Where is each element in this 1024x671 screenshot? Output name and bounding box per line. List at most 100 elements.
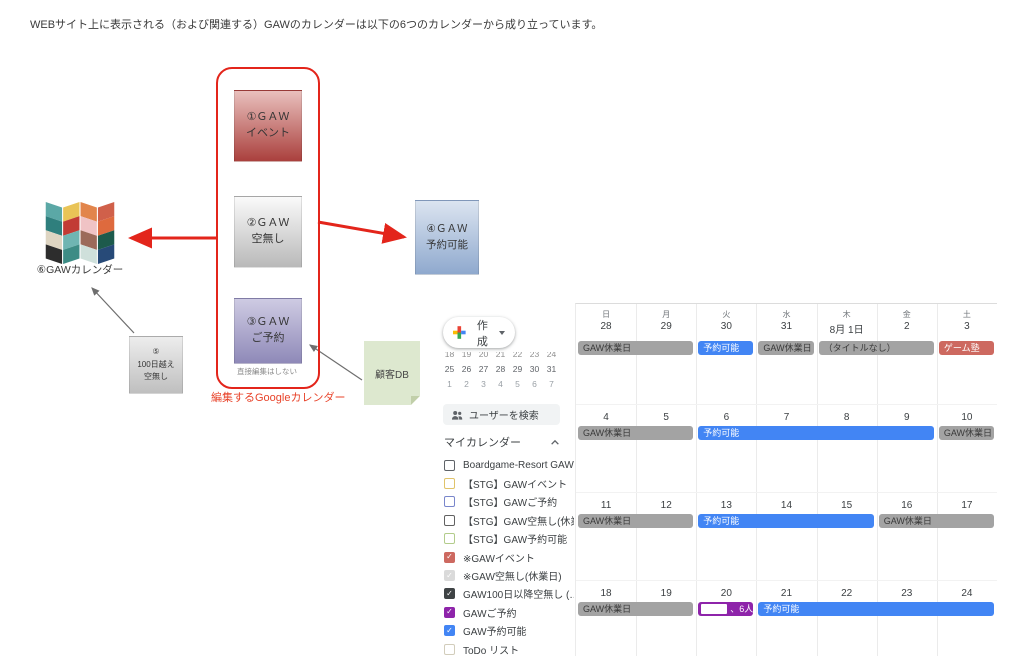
date-number[interactable]: 20: [720, 588, 732, 599]
calendar-list-item[interactable]: ✓ ※GAWイベント: [444, 548, 574, 566]
mini-calendar-day[interactable]: 25: [444, 364, 455, 374]
event-blue[interactable]: 予約可能: [698, 514, 874, 528]
date-number[interactable]: 7: [783, 412, 790, 423]
mini-calendar-day[interactable]: 7: [549, 379, 554, 389]
checkbox-unchecked[interactable]: [444, 643, 455, 655]
mini-calendar-day[interactable]: 24: [546, 352, 557, 359]
check-icon: ✓: [446, 625, 453, 635]
date-number[interactable]: 8: [843, 412, 850, 423]
event-purple[interactable]: 、6人、: [698, 602, 754, 616]
calendar-list-item[interactable]: 【STG】GAW予約可能: [444, 530, 574, 548]
date-number[interactable]: 3: [964, 321, 970, 332]
event-blue[interactable]: 予約可能: [698, 426, 934, 440]
mini-calendar-day[interactable]: 18: [444, 352, 455, 359]
calendar-list-item[interactable]: 【STG】GAWご予約: [444, 493, 574, 511]
checkbox-checked[interactable]: ✓: [444, 570, 455, 582]
mini-calendar-day[interactable]: 23: [529, 352, 540, 359]
mini-calendar-day[interactable]: 6: [532, 379, 537, 389]
calendar-list-item[interactable]: 【STG】GAW空無し(休業…: [444, 511, 574, 529]
date-number[interactable]: 2: [903, 321, 910, 332]
logo-tile: [97, 230, 115, 250]
mini-calendar-day[interactable]: 28: [495, 364, 506, 374]
date-number[interactable]: 30: [720, 321, 732, 332]
logo-tile: [97, 202, 115, 222]
mini-calendar-day[interactable]: 29: [512, 364, 523, 374]
event-red[interactable]: ゲーム塾: [938, 341, 994, 355]
event-gray[interactable]: GAW休業日: [758, 341, 814, 355]
date-number[interactable]: 6: [723, 412, 730, 423]
date-number[interactable]: 29: [660, 321, 672, 332]
event-gray[interactable]: GAW休業日: [578, 602, 694, 616]
date-number[interactable]: 5: [663, 412, 669, 423]
date-number[interactable]: 12: [660, 500, 672, 511]
mini-calendar-day[interactable]: 19: [461, 352, 472, 359]
event-gray[interactable]: GAW休業日: [578, 514, 694, 528]
checkbox-checked[interactable]: ✓: [444, 551, 455, 563]
date-number[interactable]: 22: [841, 588, 853, 599]
day-name: 日: [602, 310, 611, 319]
event-gray[interactable]: （タイトルなし）: [818, 341, 934, 355]
date-number[interactable]: 17: [961, 500, 973, 511]
gaw-logo: [44, 202, 116, 269]
my-calendars-header[interactable]: マイカレンダー: [444, 434, 560, 450]
mini-calendar-day[interactable]: 26: [461, 364, 472, 374]
mini-calendar-day[interactable]: 27: [478, 364, 489, 374]
mini-calendar-day[interactable]: 20: [478, 352, 489, 359]
calendar-list-item[interactable]: ✓ GAWご予約: [444, 603, 574, 621]
date-number[interactable]: 31: [780, 321, 793, 332]
month-grid: 日月火水木金土 28 29 30 31 8月 1日 2 3 GAW休業日 予約可能 GAW休業日 （タ…: [575, 303, 997, 656]
date-number[interactable]: 24: [961, 588, 973, 599]
mini-calendar-day[interactable]: 30: [529, 364, 540, 374]
mini-calendar-day[interactable]: 5: [515, 379, 520, 389]
date-number[interactable]: 10: [961, 412, 973, 423]
checkbox-unchecked[interactable]: [444, 533, 455, 545]
calendar-list-item[interactable]: Boardgame-Resort GAW: [444, 456, 574, 474]
mini-calendar-day[interactable]: 4: [498, 379, 503, 389]
date-number[interactable]: 23: [901, 588, 913, 599]
checkbox-unchecked[interactable]: [444, 459, 455, 471]
date-number[interactable]: 13: [720, 500, 732, 511]
event-gray[interactable]: GAW休業日: [578, 426, 694, 440]
date-number[interactable]: 14: [780, 500, 793, 511]
mini-calendar-day[interactable]: 21: [495, 352, 506, 359]
calendar-list-item[interactable]: ✓ GAW予約可能: [444, 622, 574, 640]
date-number[interactable]: 15: [841, 500, 853, 511]
create-button[interactable]: 作成: [443, 317, 515, 348]
checkbox-checked[interactable]: ✓: [444, 625, 455, 637]
checkbox-unchecked[interactable]: [444, 496, 455, 508]
event-blue[interactable]: 予約可能: [698, 341, 754, 355]
event-gray[interactable]: GAW休業日: [878, 514, 994, 528]
date-number[interactable]: 21: [780, 588, 793, 599]
date-number[interactable]: 8月 1日: [829, 325, 864, 336]
date-number[interactable]: 19: [660, 588, 672, 599]
event-gray[interactable]: GAW休業日: [578, 341, 694, 355]
calendar-list-item[interactable]: ✓ GAW100日以降空無し (…: [444, 585, 574, 603]
date-number[interactable]: 16: [901, 500, 913, 511]
checkbox-checked[interactable]: ✓: [444, 606, 455, 618]
checkbox-unchecked[interactable]: [444, 478, 455, 490]
search-users-field[interactable]: ユーザーを検索: [443, 404, 560, 425]
event-blue[interactable]: 予約可能: [758, 602, 994, 616]
event-gray[interactable]: GAW休業日: [938, 426, 994, 440]
mini-calendar-day[interactable]: 22: [512, 352, 523, 359]
grid-column: [636, 304, 698, 656]
date-number[interactable]: 18: [600, 588, 612, 599]
mini-calendar-day[interactable]: 1: [447, 379, 452, 389]
event-label: 、6人、: [730, 604, 754, 614]
event-label: GAW休業日: [883, 516, 932, 526]
date-number[interactable]: 4: [603, 412, 609, 423]
mini-calendar-day[interactable]: 2: [464, 379, 469, 389]
box-line: ⑤: [152, 347, 160, 357]
checkbox-unchecked[interactable]: [444, 514, 455, 526]
calendar-list-item[interactable]: ToDo リスト: [444, 640, 574, 658]
date-number[interactable]: 28: [600, 321, 612, 332]
calendar-list-item[interactable]: 【STG】GAWイベント: [444, 474, 574, 492]
date-number[interactable]: 11: [600, 500, 612, 511]
logo-tile: [45, 230, 63, 250]
mini-calendar-day[interactable]: 31: [546, 364, 557, 374]
checkbox-checked[interactable]: ✓: [444, 588, 455, 600]
date-number[interactable]: 9: [903, 412, 910, 423]
calendar-list-item[interactable]: ✓ ※GAW空無し(休業日): [444, 566, 574, 584]
logo-tile: [63, 244, 80, 264]
mini-calendar-day[interactable]: 3: [481, 379, 486, 389]
